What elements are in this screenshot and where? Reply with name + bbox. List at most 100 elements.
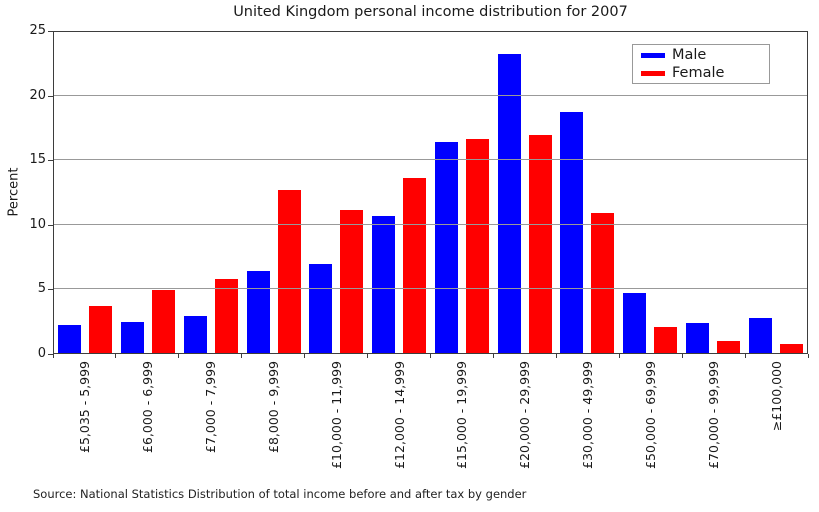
bar-female-6 (403, 178, 427, 353)
x-axis-ticks (52, 354, 809, 359)
x-label-text: £8,000 - 9,999 (265, 361, 281, 453)
x-tick-mark-0 (52, 354, 54, 358)
bar-female-12 (779, 344, 803, 353)
gridline-5 (54, 287, 807, 289)
x-label-text: £5,035 - 5,999 (76, 361, 92, 453)
x-label-text: £6,000 - 6,999 (139, 361, 155, 453)
x-label-6: £12,000 - 14,999 (368, 361, 431, 479)
bar-male-1 (58, 324, 82, 353)
legend-item-male: Male (641, 47, 769, 63)
legend-label-male: Male (672, 47, 707, 63)
bar-group-11 (682, 32, 745, 353)
bar-group-2 (117, 32, 180, 353)
x-tick-mark-4 (304, 354, 306, 358)
bar-male-5 (309, 264, 333, 353)
legend-swatch-female (641, 70, 665, 76)
x-label-text: ≥£100,000 (769, 361, 785, 432)
x-tick-mark-10 (681, 354, 683, 358)
x-label-4: £8,000 - 9,999 (242, 361, 305, 479)
bar-female-7 (465, 138, 489, 353)
bar-male-2 (121, 322, 145, 353)
legend-item-female: Female (641, 65, 769, 81)
bar-female-1 (89, 305, 113, 353)
x-label-7: £15,000 - 19,999 (431, 361, 494, 479)
bar-group-12 (744, 32, 807, 353)
x-label-12: ≥£100,000 (745, 361, 808, 479)
gridline-10 (54, 223, 807, 225)
gridline-15 (54, 159, 807, 161)
source-note: Source: National Statistics Distribution… (33, 487, 527, 501)
bar-group-7 (431, 32, 494, 353)
bar-group-6 (368, 32, 431, 353)
x-label-8: £20,000 - 29,999 (493, 361, 556, 479)
bar-group-3 (180, 32, 243, 353)
legend-label-female: Female (672, 65, 725, 81)
chart-title: United Kingdom personal income distribut… (233, 4, 628, 20)
gridline-20 (54, 95, 807, 97)
y-tick-mark-15 (48, 160, 53, 161)
y-tick-mark-25 (48, 31, 53, 32)
y-tick-label-10: 10 (29, 216, 46, 232)
x-tick-mark-11 (744, 354, 746, 358)
y-tick-mark-5 (48, 289, 53, 290)
bar-male-9 (560, 111, 584, 353)
x-axis-labels: £5,035 - 5,999 £6,000 - 6,999 £7,000 - 7,9… (53, 361, 808, 479)
x-label-1: £5,035 - 5,999 (53, 361, 116, 479)
bar-group-4 (242, 32, 305, 353)
x-label-text: £10,000 - 11,999 (328, 361, 344, 469)
y-tick-label-5: 5 (37, 281, 46, 297)
bar-male-8 (497, 53, 521, 353)
bar-female-11 (716, 341, 740, 353)
bar-female-9 (591, 213, 615, 353)
x-tick-mark-6 (430, 354, 431, 358)
x-tick-mark-7 (492, 354, 494, 358)
y-tick-mark-20 (48, 96, 53, 97)
x-label-9: £30,000 - 49,999 (556, 361, 619, 479)
x-tick-mark-8 (555, 354, 557, 358)
bar-group-9 (556, 32, 619, 353)
bar-group-1 (54, 32, 117, 353)
bar-female-5 (340, 210, 364, 353)
bar-group-5 (305, 32, 368, 353)
y-tick-label-25: 25 (29, 23, 46, 38)
x-tick-mark-5 (367, 354, 369, 358)
x-tick-mark-3 (241, 354, 243, 358)
legend: Male Female (632, 44, 770, 84)
bar-male-3 (183, 315, 207, 353)
y-tick-label-20: 20 (29, 87, 46, 103)
x-tick-mark-12 (807, 354, 809, 358)
x-tick-mark-9 (618, 354, 620, 358)
legend-swatch-male (641, 52, 665, 58)
x-label-2: £6,000 - 6,999 (116, 361, 179, 479)
bar-male-4 (246, 270, 270, 353)
y-axis-label: Percent (6, 167, 22, 217)
plot-area: Male Female (53, 31, 808, 354)
x-label-text: £15,000 - 19,999 (454, 361, 470, 469)
y-tick-label-15: 15 (29, 152, 46, 168)
y-tick-mark-0 (48, 354, 53, 355)
bar-female-4 (277, 189, 301, 353)
bar-male-11 (685, 323, 709, 353)
bar-male-7 (434, 142, 458, 353)
x-label-text: £7,000 - 7,999 (202, 361, 218, 453)
x-label-11: £70,000 - 99,999 (682, 361, 745, 479)
x-label-text: £70,000 - 99,999 (706, 361, 722, 469)
x-label-text: £30,000 - 49,999 (580, 361, 596, 469)
bar-female-10 (654, 327, 678, 353)
bars-container (54, 32, 807, 353)
x-label-text: £12,000 - 14,999 (391, 361, 407, 469)
bar-female-3 (214, 278, 238, 353)
x-tick-mark-2 (178, 354, 180, 358)
x-label-10: £50,000 - 69,999 (619, 361, 682, 479)
bar-female-2 (152, 290, 176, 353)
bar-male-10 (623, 292, 647, 353)
x-tick-mark-1 (115, 354, 117, 358)
x-label-3: £7,000 - 7,999 (179, 361, 242, 479)
bar-female-8 (528, 134, 552, 353)
y-tick-mark-10 (48, 225, 53, 226)
x-label-5: £10,000 - 11,999 (305, 361, 368, 479)
x-label-text: £50,000 - 69,999 (643, 361, 659, 469)
bar-group-8 (493, 32, 556, 353)
y-tick-label-0: 0 (37, 346, 46, 361)
